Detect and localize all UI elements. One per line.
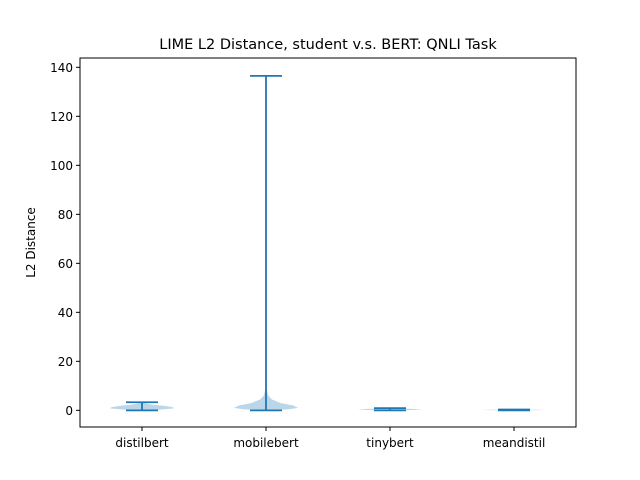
y-tick-label: 140	[50, 61, 73, 75]
y-tick-label: 120	[50, 110, 73, 124]
violin-lines	[126, 74, 530, 412]
y-tick-label: 60	[58, 257, 73, 271]
y-axis-label: L2 Distance	[24, 207, 38, 278]
x-tick-label-mobilebert: mobilebert	[233, 436, 299, 450]
x-tick-label-meandistil: meandistil	[483, 436, 546, 450]
y-tick-label: 20	[58, 355, 73, 369]
y-axis: 0 20 40 60 80 100 120 140	[50, 61, 80, 418]
y-tick-label: 0	[65, 404, 73, 418]
x-axis: distilbert mobilebert tinybert meandistil	[115, 427, 545, 450]
x-tick-label-tinybert: tinybert	[366, 436, 414, 450]
y-tick-label: 40	[58, 306, 73, 320]
x-tick-label-distilbert: distilbert	[115, 436, 169, 450]
plot-frame	[79, 57, 577, 428]
y-tick-label: 100	[50, 159, 73, 173]
chart-title: LIME L2 Distance, student v.s. BERT: QNL…	[159, 37, 497, 53]
y-tick-label: 80	[58, 208, 73, 222]
